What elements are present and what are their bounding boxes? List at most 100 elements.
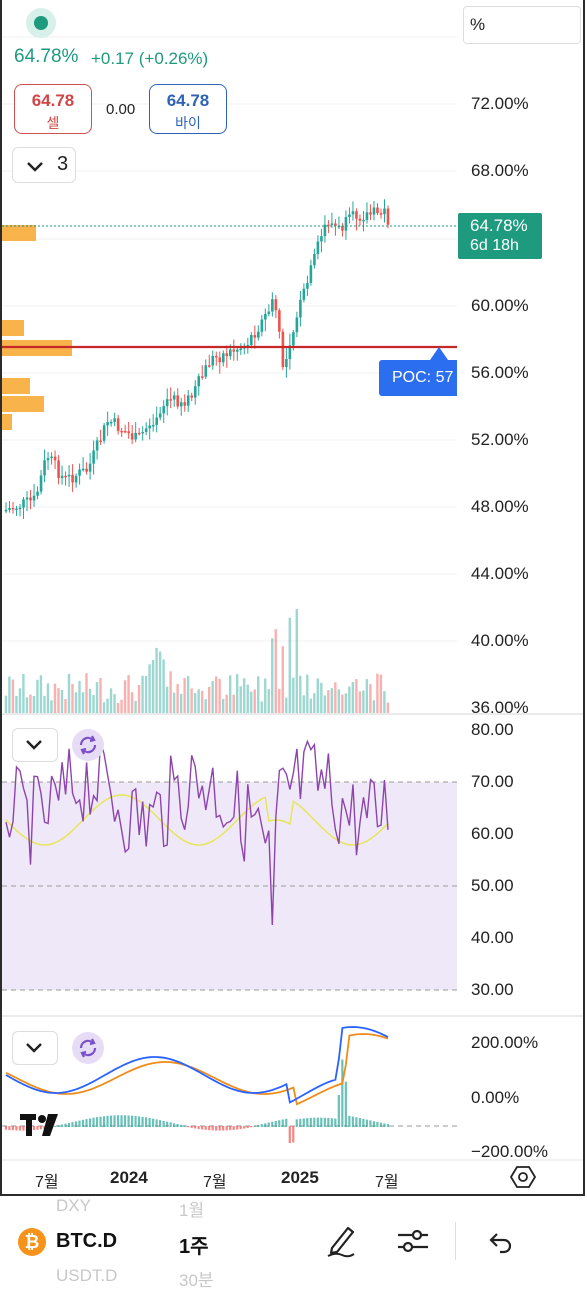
tradingview-logo-icon[interactable] — [20, 1112, 68, 1145]
candle-body — [320, 236, 323, 242]
volume-bar — [169, 671, 172, 713]
candle-body — [288, 345, 292, 360]
sliders-icon[interactable] — [396, 1224, 430, 1258]
volume-bar — [8, 676, 11, 713]
candle-body — [78, 469, 81, 476]
volume-bar — [11, 679, 15, 713]
pencil-icon[interactable] — [324, 1222, 358, 1258]
time-axis-label: 2024 — [110, 1168, 148, 1187]
candle-body — [43, 460, 46, 476]
volume-bar — [190, 688, 193, 713]
volume-bar — [365, 679, 369, 713]
status-dot-icon[interactable] — [26, 8, 56, 38]
volume-bar — [211, 681, 214, 713]
macd-histogram-bar — [36, 1126, 39, 1130]
rsi-axis-label: 60.00 — [471, 824, 514, 843]
candle-body — [362, 219, 365, 222]
candle-body — [4, 509, 8, 512]
candle-body — [46, 458, 50, 461]
current-price-tag: 64.78% 6d 18h — [458, 213, 542, 259]
macd-histogram-bar — [302, 1118, 305, 1127]
spread-value: 0.00 — [106, 101, 136, 118]
time-axis-label: 7월 — [35, 1174, 59, 1191]
macd-histogram-bar — [127, 1115, 130, 1127]
volume-bar — [288, 617, 291, 713]
macd-histogram-bar — [92, 1117, 95, 1127]
poc-arrow-icon — [430, 347, 448, 360]
rsi-axis-label: 80.00 — [471, 720, 514, 739]
volume-bar — [271, 638, 274, 713]
macd-histogram-bar — [99, 1116, 102, 1127]
sell-label: 셀 — [46, 115, 60, 131]
settings-hex-icon[interactable] — [510, 1164, 536, 1190]
macd-histogram-bar — [344, 1081, 347, 1127]
symbol-selector[interactable]: BTC.D — [56, 1230, 118, 1252]
chart-canvas[interactable] — [2, 0, 585, 1196]
macd-histogram-bar — [285, 1118, 288, 1127]
sync-icon[interactable] — [72, 729, 104, 761]
macd-histogram-bar — [201, 1126, 204, 1130]
candle-body — [257, 331, 260, 338]
chart-frame[interactable]: 64.78% +0.17 (+0.26%) 64.78 셀 0.00 64.78… — [0, 0, 585, 1196]
volume-bar — [369, 684, 372, 713]
volume-bar — [358, 691, 362, 713]
interval-selector[interactable]: 1주 — [179, 1236, 209, 1258]
candle-body — [67, 474, 71, 477]
buy-label: 바이 — [175, 115, 201, 131]
candle-body — [165, 399, 169, 407]
candle-body — [246, 345, 250, 347]
macd-histogram-bar — [71, 1122, 74, 1127]
candle-body — [260, 319, 264, 332]
volume-bar — [165, 686, 169, 713]
volume-bar — [176, 683, 179, 713]
volume-bar — [32, 696, 36, 713]
macd-histogram-bar — [204, 1126, 207, 1130]
volume-bar — [88, 688, 92, 713]
price-axis-label: 52.00% — [471, 430, 529, 449]
candle-body — [313, 254, 316, 266]
macd-histogram-bar — [162, 1120, 165, 1127]
bitcoin-icon[interactable]: ₿ — [18, 1228, 46, 1256]
volume-bar — [292, 677, 295, 713]
volume-bar — [78, 680, 81, 713]
macd-histogram-bar — [334, 1118, 337, 1127]
price-change: +0.17 (+0.26%) — [91, 49, 209, 68]
undo-icon[interactable] — [486, 1228, 514, 1256]
candle-body — [207, 365, 211, 367]
macd-axis-label: 200.00% — [471, 1033, 539, 1052]
volume-bar — [250, 691, 253, 713]
macd-collapse-button[interactable] — [12, 1031, 58, 1065]
macd-histogram-bar — [355, 1117, 358, 1127]
indicators-toggle[interactable]: 3 — [12, 147, 76, 183]
macd-histogram-bar — [295, 1119, 298, 1127]
candle-body — [18, 507, 22, 510]
price-axis-label: 72.00% — [471, 94, 529, 113]
volume-bar — [183, 678, 186, 713]
macd-histogram-bar — [169, 1122, 172, 1127]
volume-bar — [120, 699, 123, 713]
volume-bar — [151, 659, 155, 713]
candle-body — [57, 460, 60, 479]
volume-bar — [144, 676, 148, 713]
volume-bar — [64, 699, 67, 713]
candle-body — [155, 417, 158, 425]
sell-button[interactable]: 64.78 셀 — [14, 84, 92, 134]
volume-bar — [186, 676, 190, 713]
volume-bar — [295, 609, 298, 713]
volume-bar — [274, 629, 277, 713]
volume-bar — [257, 676, 260, 713]
rsi-collapse-button[interactable] — [12, 728, 58, 762]
scale-mode-button[interactable]: % — [463, 6, 581, 44]
volume-bar — [102, 702, 106, 713]
volume-bar — [351, 681, 355, 713]
sync-icon[interactable] — [72, 1032, 104, 1064]
rsi-axis-label: 30.00 — [471, 980, 514, 999]
candle-body — [344, 217, 348, 231]
macd-histogram-bar — [67, 1122, 71, 1127]
poc-label-tag[interactable]: POC: 57 — [379, 360, 457, 396]
chevron-down-icon — [26, 1043, 42, 1053]
volume-bar — [15, 695, 18, 713]
volume-bar — [85, 673, 88, 713]
buy-button[interactable]: 64.78 바이 — [149, 84, 227, 134]
macd-histogram-bar — [327, 1117, 330, 1127]
